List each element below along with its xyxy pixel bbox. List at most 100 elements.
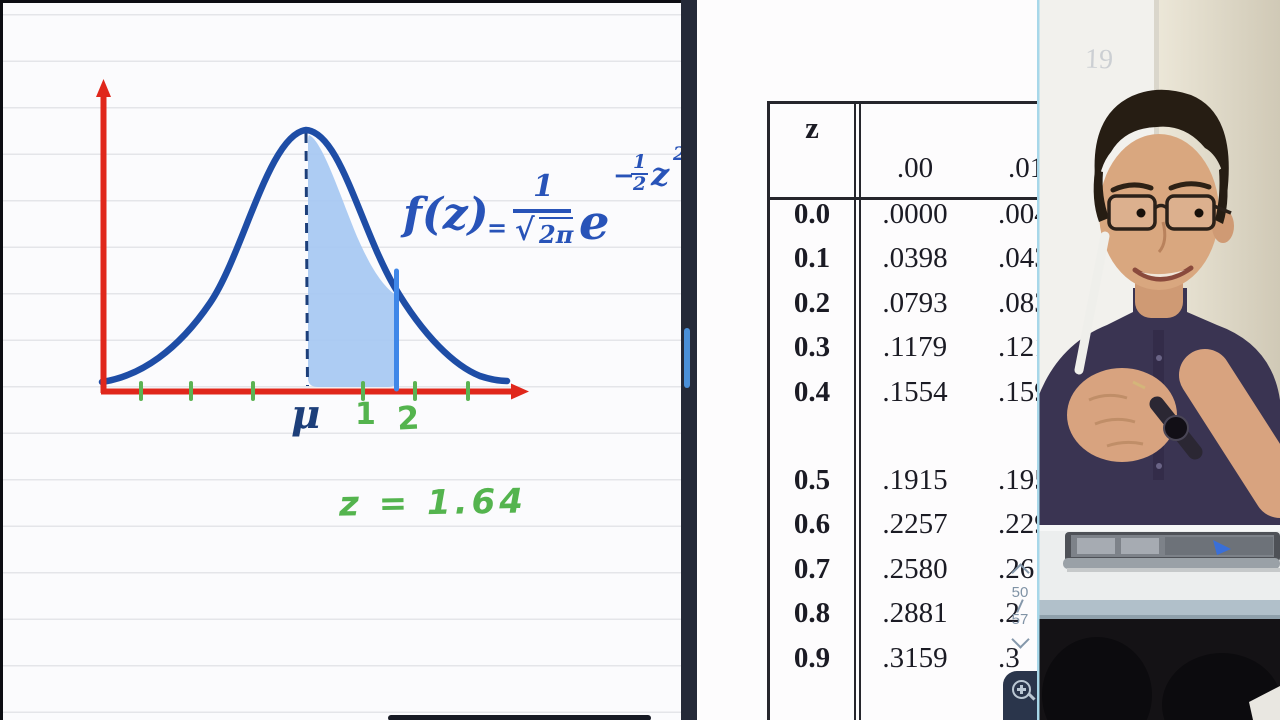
desk — [1037, 525, 1280, 720]
fraction-bar — [513, 209, 571, 213]
z-cell: 0.5 — [793, 463, 831, 496]
magnifier-handle — [1027, 692, 1036, 701]
presenter-illustration — [1037, 0, 1280, 720]
table-row: 0.1 .0398 .043 — [770, 236, 1037, 280]
whiteboard-canvas[interactable]: μ 1 2 z = 1.64 f(z) = 1 √ 2π e − 1 2 z 2 — [0, 0, 686, 720]
axis-ticks — [139, 381, 470, 401]
ring — [1132, 380, 1146, 390]
z-value-annotation: z = 1.64 — [338, 481, 528, 525]
mu-axis-label: μ — [291, 391, 321, 438]
shaded-area — [308, 135, 397, 387]
scrollbar-thumb[interactable] — [683, 328, 690, 388]
desk-edge — [1037, 600, 1280, 617]
hair-side-left — [1093, 170, 1109, 222]
magnifier-plus-icon — [1012, 680, 1031, 699]
home-indicator[interactable] — [388, 715, 651, 720]
watch-face — [1163, 415, 1189, 441]
page-total: 57 — [1011, 611, 1029, 628]
exponent-variable: z — [651, 155, 670, 193]
forearm-right — [1179, 349, 1280, 518]
z-cell: 0.8 — [793, 597, 831, 630]
value-cell-00: .2881 — [882, 597, 948, 630]
fraction-numerator: 1 — [533, 169, 554, 204]
normal-curve-drawing — [96, 79, 529, 401]
value-cell-01: .2 — [998, 597, 1020, 630]
value-cell-01: .159 — [998, 375, 1037, 408]
chevron-up-icon[interactable] — [1010, 563, 1030, 582]
z-cell: 0.3 — [793, 331, 831, 364]
z-cell: 0.1 — [793, 242, 831, 275]
table-body: 0.0 .0000 .004 0.1 .0398 .043 0.2 .0793 .083 0.3.… — [770, 192, 1037, 680]
eye-right — [1194, 208, 1204, 218]
value-cell-01: .229 — [998, 508, 1037, 541]
value-cell-00: .2580 — [882, 552, 948, 585]
z-cell: 0.0 — [793, 198, 831, 230]
value-cell-00: .0398 — [882, 242, 948, 275]
chevron-down-icon[interactable] — [1010, 630, 1030, 649]
presenter-video: 19 — [1037, 0, 1280, 720]
nose — [1157, 221, 1167, 254]
face — [1099, 134, 1219, 290]
value-cell-01: .3 — [998, 641, 1020, 674]
value-cell-00: .1915 — [882, 463, 948, 496]
value-cell-01: .004 — [998, 198, 1037, 230]
formula-lhs: f(z) — [403, 189, 489, 240]
overlay-edge-line — [1037, 0, 1040, 720]
exponent-frac-den: 2 — [633, 173, 647, 195]
finger-lines — [1088, 393, 1144, 448]
y-axis-arrowhead — [96, 79, 111, 97]
table-row: 0.4 .1554 .159 — [770, 370, 1037, 414]
exponent-frac-num: 1 — [631, 151, 649, 175]
value-cell-00: .2257 — [882, 508, 948, 541]
table-row: 0.5 .1915 .195 — [770, 458, 1037, 502]
column-header-01: .01 — [1008, 152, 1037, 184]
tablet-cursor — [1213, 540, 1231, 555]
table-row: 0.3 .1179 .121 — [770, 325, 1037, 369]
value-cell-00: .1554 — [882, 375, 948, 408]
radical-content: 2π — [539, 217, 574, 249]
z-cell: 0.7 — [793, 552, 831, 585]
value-cell-01: .043 — [998, 242, 1037, 275]
formula-equals: = — [487, 213, 508, 242]
pdf-density-formula: f(z) = 1 √ 2π e − 1 2 z 2 — [403, 143, 693, 275]
z-cell: 0.4 — [793, 375, 831, 408]
value-cell-01: .195 — [998, 463, 1037, 496]
presenter — [1037, 89, 1280, 530]
teeth — [1141, 270, 1185, 278]
value-cell-01: .26 — [998, 552, 1035, 585]
tick-label-1: 1 — [355, 397, 376, 432]
bell-curve — [98, 126, 511, 386]
page-current: 50 — [1011, 584, 1029, 601]
eye-left — [1136, 208, 1146, 218]
z-table: z .00 .01 0.0 .0000 .004 0.1 .0398 .043 0.2 .07… — [767, 101, 1037, 720]
hair — [1094, 89, 1229, 195]
background-board-writing: 19 — [1084, 43, 1114, 76]
panel-divider — [681, 0, 697, 720]
value-cell-00: .3159 — [882, 641, 948, 674]
table-row: 0.7 .2580 .26 — [770, 547, 1037, 591]
value-cell-00: .0000 — [882, 198, 948, 230]
pdf-page[interactable]: z .00 .01 0.0 .0000 .004 0.1 .0398 .043 0.2 .07… — [697, 0, 1037, 720]
zoom-button[interactable] — [1003, 671, 1037, 720]
formula-e: e — [579, 195, 610, 251]
table-row: 0.6 .2257 .229 — [770, 502, 1037, 546]
table-double-rule — [854, 104, 861, 720]
z-cell: 0.9 — [793, 641, 831, 674]
table-row: 0.0 .0000 .004 — [770, 192, 1037, 236]
mouth — [1132, 265, 1194, 282]
stylus-pen — [1074, 231, 1110, 375]
exponent-minus: − — [613, 161, 635, 191]
page-navigator: 50 57 — [1003, 563, 1037, 649]
z-cell: 0.6 — [793, 508, 831, 541]
radical-icon: √ — [515, 213, 535, 248]
column-header-00: .00 — [896, 152, 934, 184]
table-row: 0.9 .3159 .3 — [770, 636, 1037, 680]
table-header-rule — [770, 197, 1037, 200]
x-axis-arrowhead — [511, 383, 529, 400]
table-row: 0.8 .2881 .2 — [770, 591, 1037, 635]
glasses — [1107, 194, 1232, 231]
value-cell-01: .083 — [998, 286, 1037, 319]
floor-highlight — [1249, 686, 1280, 720]
table-row: 0.2 .0793 .083 — [770, 281, 1037, 325]
